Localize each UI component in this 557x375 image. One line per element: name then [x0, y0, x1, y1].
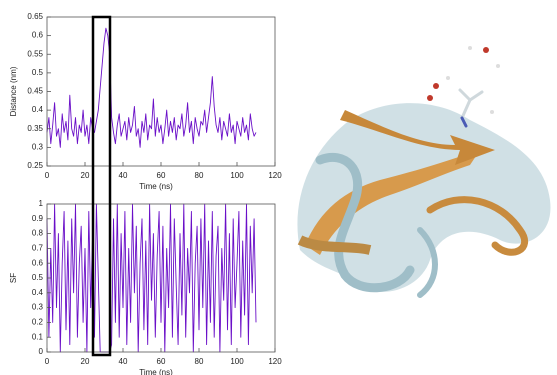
ribbon-loop: [426, 196, 529, 256]
y-tick-label: 0.6: [32, 31, 44, 40]
x-tick-label: 100: [230, 357, 244, 366]
highlight-box: [91, 15, 112, 357]
plot-frame: [46, 16, 276, 167]
ribbon-arrow: [340, 110, 495, 165]
y-axis-label: Distance (nm): [9, 66, 18, 116]
y-tick-label: 0.3: [32, 142, 44, 151]
y-tick-label: 0.65: [27, 12, 43, 21]
ribbon-loop: [417, 227, 438, 298]
y-tick-label: 0.1: [32, 332, 44, 341]
ribbon-loop: [315, 152, 415, 293]
protein-render: [297, 46, 551, 298]
x-tick-label: 60: [157, 171, 166, 180]
y-tick-label: 1: [39, 199, 44, 208]
data-line: [46, 203, 257, 353]
x-tick-label: 120: [268, 357, 282, 366]
ribbon-helix: [297, 235, 372, 255]
side-chain: [427, 46, 500, 128]
x-tick-label: 40: [119, 357, 128, 366]
y-tick-label: 0.2: [32, 318, 44, 327]
y-tick-label: 0.7: [32, 244, 44, 253]
y-tick-label: 0.3: [32, 303, 44, 312]
y-tick-label: 0.5: [32, 273, 44, 282]
x-tick-label: 100: [230, 171, 244, 180]
y-tick-label: 0.35: [27, 124, 43, 133]
x-tick-label: 120: [268, 171, 282, 180]
y-tick-label: 0.6: [32, 258, 44, 267]
y-tick-label: 0.55: [27, 49, 43, 58]
x-tick-label: 40: [119, 171, 128, 180]
data-line: [46, 27, 257, 148]
y-tick-label: 0: [39, 347, 44, 356]
x-tick-label: 20: [81, 171, 90, 180]
x-tick-label: 0: [45, 357, 50, 366]
y-tick-label: 0.25: [27, 161, 43, 170]
y-tick-label: 0.4: [32, 105, 44, 114]
y-tick-label: 0.4: [32, 288, 44, 297]
x-axis-label: Time (ns): [139, 368, 173, 375]
x-tick-label: 60: [157, 357, 166, 366]
x-tick-label: 20: [81, 357, 90, 366]
x-tick-label: 0: [45, 171, 50, 180]
y-tick-label: 0.9: [32, 214, 44, 223]
y-axis-label: SF: [9, 273, 18, 283]
x-axis-label: Time (ns): [139, 182, 173, 191]
y-tick-label: 0.45: [27, 87, 43, 96]
y-tick-label: 0.8: [32, 229, 44, 238]
y-tick-label: 0.5: [32, 68, 44, 77]
x-tick-label: 80: [195, 357, 204, 366]
ribbon-blue: [297, 103, 551, 292]
x-tick-label: 80: [195, 171, 204, 180]
ribbon-orange: [305, 150, 480, 255]
